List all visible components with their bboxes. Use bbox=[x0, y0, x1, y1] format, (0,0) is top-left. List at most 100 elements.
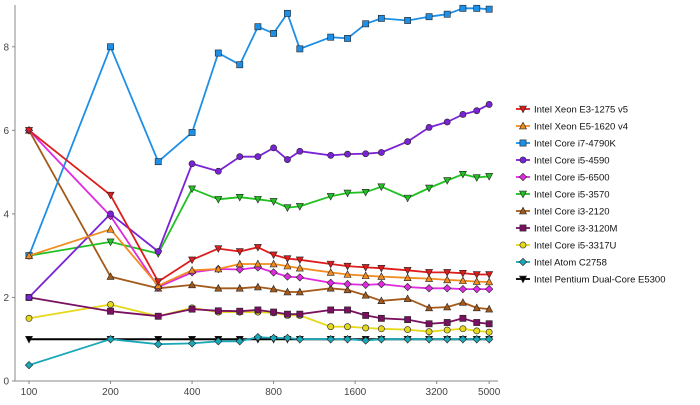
data-point bbox=[404, 138, 412, 146]
x-tick-label: 1600 bbox=[344, 387, 367, 398]
data-point bbox=[284, 156, 291, 163]
data-point bbox=[254, 153, 262, 161]
y-tick-label: 2 bbox=[3, 293, 9, 304]
series-layer bbox=[24, 4, 494, 370]
data-point bbox=[485, 304, 494, 313]
data-point bbox=[188, 265, 197, 274]
data-point bbox=[214, 337, 223, 346]
data-point bbox=[326, 283, 335, 292]
data-point bbox=[473, 4, 481, 12]
data-point bbox=[361, 271, 370, 279]
legend-label: Intel Core i3-3120M bbox=[534, 224, 618, 235]
legend-label: Intel Core i5-3570 bbox=[534, 190, 610, 201]
data-point bbox=[361, 336, 370, 345]
data-point bbox=[283, 204, 292, 212]
data-point bbox=[214, 307, 222, 315]
x-tick-label: 100 bbox=[21, 387, 38, 398]
series-line bbox=[28, 129, 490, 283]
data-point bbox=[403, 273, 412, 282]
legend-item: Intel Core i3-2120 bbox=[516, 207, 610, 218]
data-point bbox=[425, 269, 434, 277]
x-tick-label: 3200 bbox=[426, 387, 449, 398]
data-point bbox=[283, 255, 292, 263]
data-point bbox=[443, 284, 452, 293]
data-point bbox=[485, 101, 493, 108]
data-point bbox=[236, 307, 244, 315]
data-point bbox=[253, 333, 263, 342]
data-point bbox=[270, 144, 277, 152]
data-point bbox=[343, 189, 352, 198]
x-tick-label: 5000 bbox=[478, 387, 501, 398]
series-line bbox=[28, 7, 490, 257]
data-point bbox=[106, 191, 115, 200]
data-point bbox=[154, 336, 163, 344]
data-point bbox=[472, 284, 481, 294]
data-point bbox=[214, 49, 222, 57]
data-point bbox=[343, 262, 352, 271]
data-point bbox=[235, 193, 244, 202]
legend-marker bbox=[518, 172, 528, 182]
data-point bbox=[236, 153, 244, 161]
data-point bbox=[188, 280, 197, 289]
data-point bbox=[425, 328, 433, 336]
axes: 0 2 4 6 8 100 200 400 800 1600 3200 5000 bbox=[3, 5, 501, 398]
data-point bbox=[344, 150, 351, 158]
legend-marker bbox=[519, 190, 527, 199]
data-point bbox=[458, 298, 467, 306]
series-7 bbox=[25, 294, 493, 328]
legend-item: Intel Core i5-3317U bbox=[516, 241, 617, 252]
series-0 bbox=[25, 127, 494, 286]
data-point bbox=[187, 339, 197, 348]
data-point bbox=[24, 361, 34, 370]
data-point bbox=[458, 270, 467, 278]
data-point bbox=[188, 305, 196, 313]
legend-marker bbox=[519, 121, 527, 130]
data-point bbox=[458, 276, 467, 284]
data-point bbox=[270, 30, 277, 37]
data-point bbox=[361, 264, 370, 272]
legend-item: Intel Core i7-4790K bbox=[516, 139, 617, 150]
data-point bbox=[253, 259, 262, 268]
data-point bbox=[269, 333, 278, 343]
data-point bbox=[485, 320, 493, 328]
data-point bbox=[283, 272, 292, 281]
data-point bbox=[343, 335, 352, 344]
data-point bbox=[377, 272, 386, 280]
data-point bbox=[361, 280, 370, 290]
data-point bbox=[327, 33, 335, 41]
data-point bbox=[25, 251, 33, 259]
legend-item: Intel Xeon E5-1620 v4 bbox=[516, 122, 628, 133]
data-point bbox=[25, 127, 33, 135]
data-point bbox=[472, 303, 481, 312]
data-point bbox=[403, 194, 412, 203]
data-point bbox=[443, 10, 451, 18]
data-point bbox=[235, 259, 244, 268]
data-point bbox=[326, 268, 335, 276]
data-point bbox=[404, 326, 412, 334]
data-point bbox=[485, 328, 493, 336]
series-line bbox=[28, 173, 490, 257]
data-point bbox=[106, 225, 115, 233]
legend-label: Intel Xeon E5-1620 v4 bbox=[534, 122, 628, 133]
data-point bbox=[295, 203, 304, 211]
data-point bbox=[106, 238, 115, 247]
data-point bbox=[459, 111, 467, 118]
data-point bbox=[377, 279, 386, 289]
series-line bbox=[28, 129, 490, 310]
data-point bbox=[424, 284, 434, 293]
data-point bbox=[443, 269, 452, 277]
data-point bbox=[361, 291, 370, 299]
data-point bbox=[327, 306, 335, 314]
data-point bbox=[403, 335, 412, 344]
data-point bbox=[425, 303, 434, 312]
data-point bbox=[253, 196, 262, 204]
series-3 bbox=[25, 101, 493, 301]
data-point bbox=[424, 335, 434, 344]
data-point bbox=[326, 335, 335, 344]
data-point bbox=[485, 271, 494, 279]
data-point bbox=[270, 308, 277, 316]
data-point bbox=[485, 5, 493, 13]
data-point bbox=[485, 335, 494, 344]
data-point bbox=[458, 335, 468, 344]
